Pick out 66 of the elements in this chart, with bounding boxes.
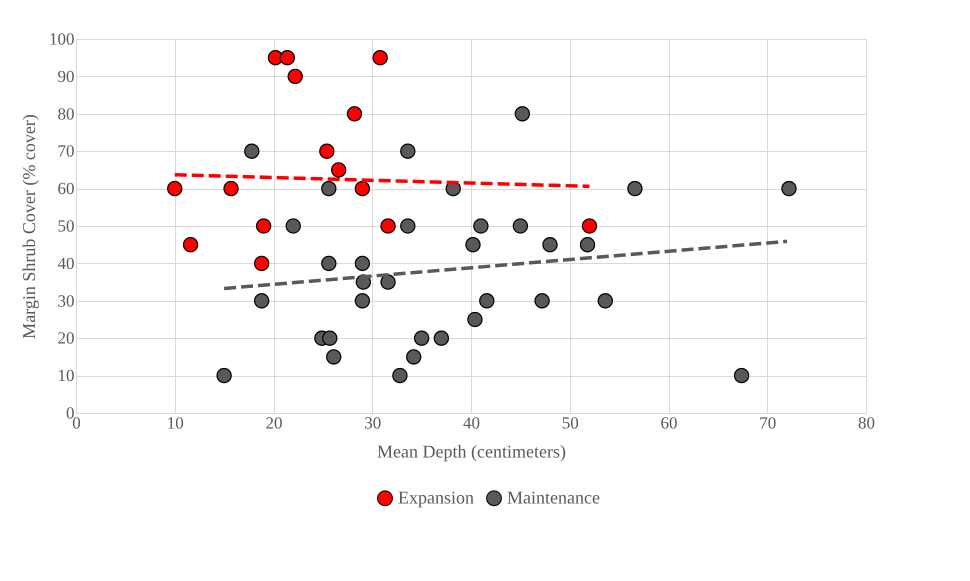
- point: [326, 349, 342, 365]
- y-tick-label: 60: [58, 179, 74, 198]
- y-tick-label: 20: [58, 328, 74, 348]
- point: [322, 330, 338, 346]
- point: [254, 293, 270, 308]
- y-tick-label: 80: [58, 104, 74, 124]
- point: [467, 312, 483, 328]
- y-axis-title: Margin Shrub Cover (% cover): [19, 114, 39, 339]
- x-tick-label: 10: [166, 414, 184, 432]
- point: [734, 368, 750, 384]
- y-tick-label: 30: [58, 291, 74, 310]
- point: [216, 368, 232, 384]
- x-tick-label: 20: [266, 414, 282, 432]
- point: [346, 106, 362, 122]
- point: [465, 237, 481, 252]
- point: [256, 218, 272, 234]
- point: [288, 68, 303, 84]
- point: [400, 144, 416, 159]
- x-axis-title: Mean Depth (centimeters): [377, 442, 566, 462]
- point: [479, 293, 494, 308]
- point: [182, 237, 198, 252]
- point: [434, 330, 450, 346]
- point: [580, 237, 596, 252]
- point: [286, 218, 301, 234]
- point: [380, 274, 396, 290]
- point: [331, 162, 346, 178]
- point: [319, 144, 334, 159]
- point: [414, 330, 430, 346]
- point: [392, 368, 408, 384]
- point: [380, 218, 396, 234]
- point: [400, 218, 416, 234]
- point: [512, 218, 528, 234]
- point: [354, 256, 370, 272]
- point: [582, 218, 598, 234]
- point: [406, 349, 422, 365]
- x-tick-label: 50: [562, 414, 579, 432]
- y-tick-label: 70: [58, 142, 74, 161]
- point: [354, 180, 370, 196]
- legend-label: Expansion: [398, 487, 474, 508]
- point: [321, 180, 336, 196]
- point: [167, 180, 182, 196]
- x-tick-label: 40: [463, 414, 480, 432]
- point: [223, 180, 239, 196]
- point: [354, 293, 370, 308]
- point: [321, 256, 336, 272]
- point: [598, 293, 613, 308]
- point: [627, 180, 643, 196]
- y-tick-label: 40: [58, 254, 74, 273]
- point: [254, 256, 270, 272]
- point: [244, 144, 260, 159]
- x-tick-label: 80: [858, 414, 875, 432]
- y-tick-label: 10: [58, 366, 74, 386]
- point: [514, 106, 530, 122]
- point: [280, 50, 295, 66]
- x-tick-label: 30: [364, 414, 382, 432]
- point: [781, 180, 797, 196]
- x-tick-label: 60: [660, 414, 678, 432]
- y-tick-label: 90: [58, 66, 74, 86]
- point: [372, 50, 388, 66]
- point: [534, 293, 550, 308]
- x-tick-label: 70: [759, 414, 776, 432]
- y-tick-label: 100: [49, 30, 74, 48]
- point: [473, 218, 489, 234]
- point: [542, 237, 558, 252]
- legend-label: Maintenance: [507, 487, 600, 508]
- y-tick-label: 50: [58, 216, 74, 236]
